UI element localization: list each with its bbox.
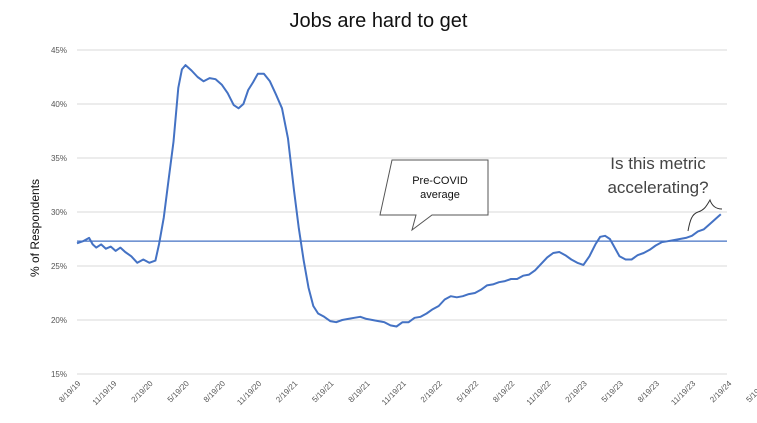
x-tick-label: 5/19/24 — [744, 379, 757, 405]
question-annotation: Is this metric — [610, 154, 706, 173]
x-tick-label: 2/19/20 — [130, 379, 156, 405]
y-tick-label: 20% — [51, 316, 67, 325]
y-tick-label: 15% — [51, 370, 67, 379]
callout-text: Pre-COVID — [412, 175, 468, 187]
y-axis-label: % of Respondents — [28, 179, 42, 277]
x-axis: 8/19/19 11/19/19 2/19/20 5/19/20 8/19/20 11/1… — [57, 379, 757, 407]
x-tick-label: 8/19/20 — [202, 379, 228, 405]
y-tick-label: 40% — [51, 100, 67, 109]
x-tick-label: 11/19/23 — [669, 379, 697, 407]
x-tick-label: 8/19/21 — [347, 379, 373, 405]
annotations: Pre-COVID average Is this metric accelerati… — [379, 154, 723, 232]
x-tick-label: 5/19/20 — [166, 379, 192, 405]
x-tick-label: 5/19/22 — [455, 379, 481, 405]
y-tick-label: 30% — [51, 208, 67, 217]
x-tick-label: 11/19/21 — [380, 379, 408, 407]
series-line — [76, 64, 722, 328]
x-tick-label: 2/19/21 — [274, 379, 300, 405]
y-tick-label: 35% — [51, 154, 67, 163]
x-tick-label: 5/19/21 — [310, 379, 336, 405]
y-tick-label: 45% — [51, 46, 67, 55]
x-tick-label: 2/19/23 — [564, 379, 590, 405]
x-tick-label: 11/19/22 — [525, 379, 553, 407]
chart-title: Jobs are hard to get — [289, 10, 468, 32]
brace-mark — [687, 198, 723, 232]
x-tick-label: 2/19/24 — [708, 379, 734, 405]
x-tick-label: 8/19/19 — [57, 379, 83, 405]
x-tick-label: 11/19/19 — [91, 379, 119, 407]
x-tick-label: 8/19/22 — [491, 379, 517, 405]
x-tick-label: 8/19/23 — [636, 379, 662, 405]
y-tick-label: 25% — [51, 262, 67, 271]
question-annotation: accelerating? — [607, 178, 708, 197]
x-tick-label: 5/19/23 — [600, 379, 626, 405]
x-tick-label: 2/19/22 — [419, 379, 445, 405]
x-tick-label: 11/19/20 — [235, 379, 263, 407]
callout-box — [379, 159, 489, 232]
callout-text: average — [420, 189, 460, 201]
y-axis: 15% 20% 25% 30% 35% 40% 45% — [51, 46, 67, 379]
series-group — [76, 64, 722, 328]
